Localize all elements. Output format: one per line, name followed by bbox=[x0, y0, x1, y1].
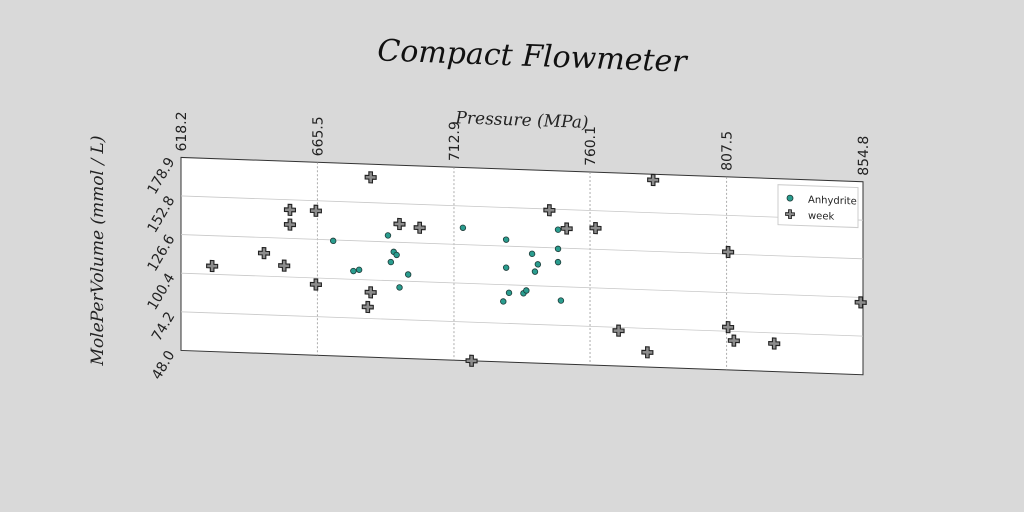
week-point bbox=[641, 346, 654, 359]
week-point bbox=[364, 286, 377, 299]
week-point bbox=[722, 245, 735, 259]
week-point bbox=[309, 204, 322, 217]
x-tick-label: 854.8 bbox=[856, 135, 872, 176]
x-tick-label: 618.2 bbox=[174, 111, 190, 152]
anhydrite-point bbox=[396, 284, 403, 291]
week-point bbox=[364, 171, 377, 184]
anhydrite-point bbox=[404, 271, 412, 278]
legend-week-marker bbox=[785, 209, 795, 220]
anhydrite-point bbox=[528, 250, 536, 258]
x-tick-label: 712.9 bbox=[447, 121, 463, 162]
week-point bbox=[722, 321, 735, 334]
legend-anhydrite-label: Anhydrite bbox=[808, 195, 857, 208]
y-axis-label: MolePerVolume (mmol / L) bbox=[88, 135, 108, 367]
y-tick-label: 100.4 bbox=[145, 271, 179, 314]
week-point bbox=[768, 337, 781, 350]
x-tick-labels: 618.2 665.5 712.9 760.1 807.5 854.8 bbox=[174, 111, 872, 176]
series-week bbox=[206, 171, 867, 367]
week-point bbox=[206, 259, 219, 273]
y-tick-label: 152.8 bbox=[145, 193, 179, 235]
week-point bbox=[283, 218, 297, 231]
week-point bbox=[647, 173, 660, 187]
y-gridline bbox=[181, 272, 863, 298]
anhydrite-point bbox=[505, 289, 513, 297]
week-point bbox=[413, 221, 426, 234]
y-gridline bbox=[181, 311, 863, 337]
anhydrite-point bbox=[523, 287, 530, 294]
x-tick-label: 807.5 bbox=[720, 131, 736, 172]
anhydrite-point bbox=[500, 298, 507, 305]
series-anhydrite bbox=[329, 224, 565, 305]
plot-area: 618.2 665.5 712.9 760.1 807.5 854.8 48.074.21… bbox=[88, 108, 872, 383]
week-point bbox=[309, 278, 322, 291]
week-point bbox=[727, 334, 740, 347]
y-tick-label: 178.9 bbox=[145, 155, 179, 197]
y-tick-label: 48.0 bbox=[149, 348, 178, 383]
anhydrite-point bbox=[534, 261, 542, 268]
anhydrite-point bbox=[384, 232, 392, 239]
anhydrite-point bbox=[387, 258, 395, 266]
legend-week-label: week bbox=[808, 211, 834, 223]
plot-transform: 618.2 665.5 712.9 760.1 807.5 854.8 48.074.21… bbox=[88, 108, 872, 383]
y-tick-label: 126.6 bbox=[145, 232, 179, 275]
week-point bbox=[560, 222, 573, 235]
anhydrite-point bbox=[502, 264, 510, 271]
week-point bbox=[612, 324, 625, 337]
anhydrite-point bbox=[554, 258, 562, 266]
anhydrite-point bbox=[329, 237, 337, 245]
plot-background bbox=[180, 156, 864, 376]
anhydrite-point bbox=[557, 297, 565, 304]
week-point bbox=[257, 247, 271, 260]
gridlines bbox=[181, 162, 863, 370]
y-gridline bbox=[181, 195, 863, 221]
week-point bbox=[589, 221, 602, 235]
x-tick-label: 760.1 bbox=[583, 126, 599, 167]
week-point bbox=[854, 296, 867, 309]
x-tick-label: 665.5 bbox=[310, 116, 326, 157]
legend: Anhydrite week bbox=[777, 184, 859, 229]
anhydrite-point bbox=[355, 266, 363, 273]
y-gridline bbox=[181, 234, 863, 260]
anhydrite-point bbox=[502, 236, 510, 243]
x-axis-label: Pressure (MPa) bbox=[454, 108, 588, 133]
week-point bbox=[393, 217, 406, 231]
legend-box bbox=[777, 184, 859, 229]
anhydrite-point bbox=[531, 268, 539, 275]
legend-week-plus bbox=[785, 209, 795, 220]
anhydrite-point bbox=[393, 251, 400, 259]
week-point bbox=[278, 259, 291, 272]
anhydrite-point bbox=[459, 224, 467, 231]
chart-title: Compact Flowmeter bbox=[377, 33, 689, 79]
anhydrite-point bbox=[350, 267, 357, 275]
legend-anhydrite-marker bbox=[786, 194, 794, 202]
week-point bbox=[465, 354, 478, 367]
anhydrite-point bbox=[554, 226, 562, 233]
week-point bbox=[283, 203, 297, 216]
anhydrite-point bbox=[554, 245, 562, 253]
y-tick-label: 74.2 bbox=[149, 309, 178, 344]
week-point bbox=[543, 204, 556, 217]
week-point bbox=[361, 300, 374, 314]
